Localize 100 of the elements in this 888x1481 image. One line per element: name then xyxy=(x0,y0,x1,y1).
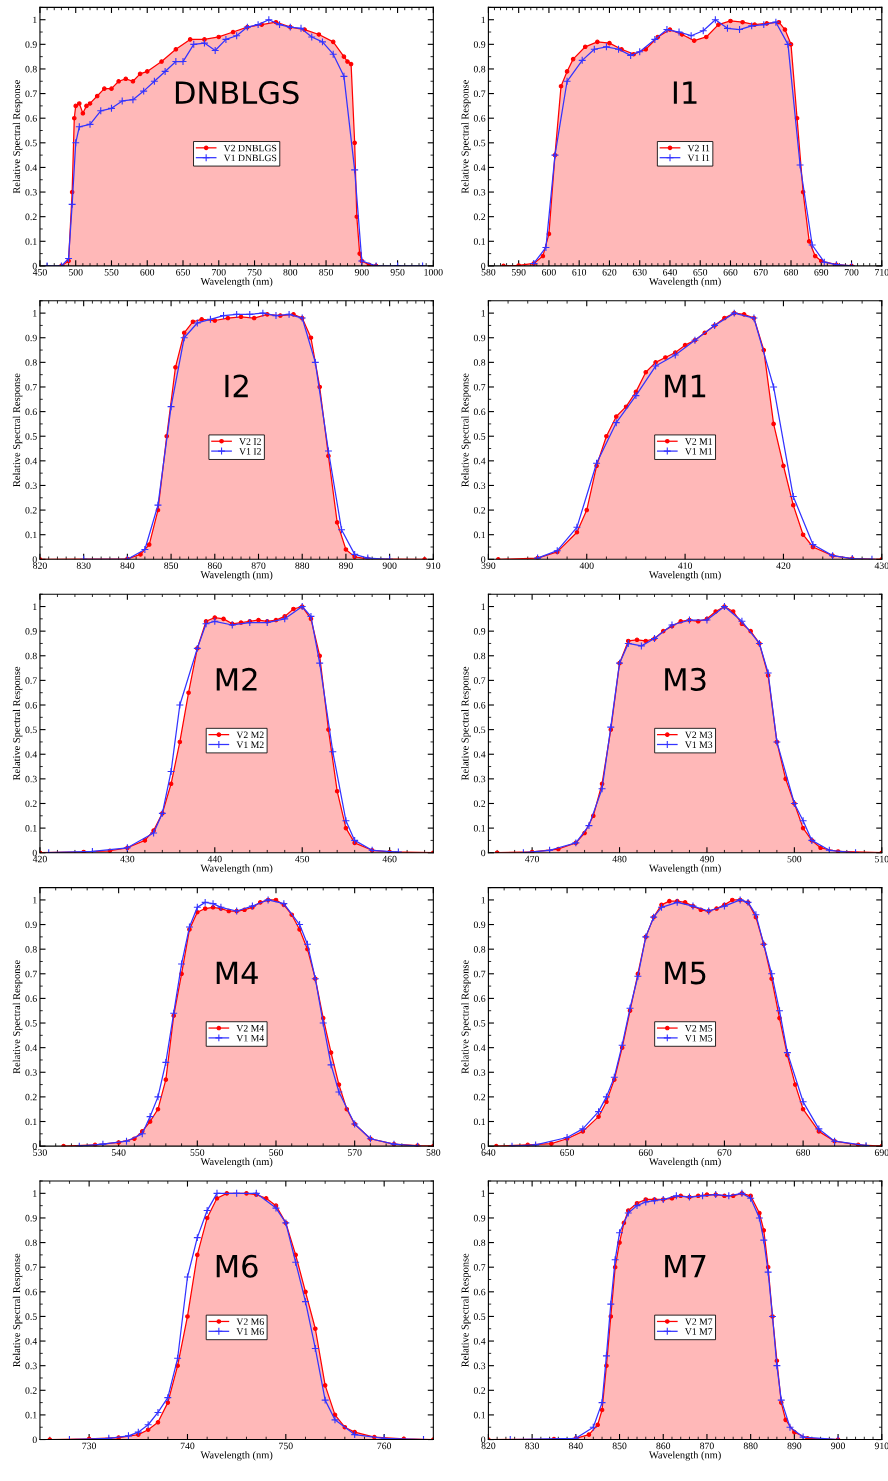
y-tick-label: 0.7 xyxy=(25,970,37,978)
legend-label: V2 M3 xyxy=(684,731,713,739)
y-axis-title: Relative Spectral Response xyxy=(12,666,23,781)
y-tick-label: 0.4 xyxy=(473,1337,486,1345)
legend-label: V2 M7 xyxy=(684,1318,713,1326)
y-tick-label: 0.2 xyxy=(473,1387,486,1394)
x-tick-label: 740 xyxy=(180,1442,195,1450)
y-tick-label: 0.5 xyxy=(25,1313,37,1320)
legend-label: V1 M3 xyxy=(684,741,713,749)
y-tick-label: 0.3 xyxy=(25,482,37,489)
x-tick-label: 760 xyxy=(377,1442,392,1450)
y-tick-label: 0.2 xyxy=(25,800,37,807)
x-tick-label: 860 xyxy=(656,1442,671,1450)
y-tick-label: 0.3 xyxy=(473,1362,486,1370)
y-tick-label: 0.4 xyxy=(473,164,486,171)
x-tick-label: 700 xyxy=(212,268,226,276)
x-tick-label: 460 xyxy=(382,855,397,863)
y-tick-label: 0.1 xyxy=(473,531,486,539)
y-tick-label: 0.6 xyxy=(25,115,37,122)
x-axis-title: Wavelength (nm) xyxy=(200,570,273,581)
x-tick-label: 550 xyxy=(104,268,119,276)
x-tick-label: 450 xyxy=(295,855,310,863)
y-tick-label: 0.5 xyxy=(25,726,37,734)
y-tick-label: 0.9 xyxy=(25,1214,37,1222)
x-tick-label: 700 xyxy=(844,268,859,276)
y-tick-label: 0.1 xyxy=(25,1411,37,1419)
x-tick-label: 600 xyxy=(542,268,556,276)
x-tick-label: 580 xyxy=(426,1149,441,1156)
x-tick-label: 900 xyxy=(354,268,369,276)
annotation: M2 xyxy=(216,667,257,691)
y-tick-label: 0.3 xyxy=(473,188,486,196)
x-tick-label: 690 xyxy=(874,1149,888,1156)
y-tick-label: 0.6 xyxy=(25,995,37,1002)
y-tick-label: 0.2 xyxy=(473,213,486,221)
x-tick-label: 820 xyxy=(481,1442,496,1450)
legend-label: V2 M6 xyxy=(236,1318,264,1326)
annotation: M3 xyxy=(665,667,706,691)
x-tick-label: 590 xyxy=(511,268,526,276)
y-tick-label: 0.4 xyxy=(25,751,38,758)
y-tick-label: 0.5 xyxy=(25,433,37,440)
y-tick-label: 0.3 xyxy=(25,1362,37,1370)
x-tick-label: 680 xyxy=(784,268,798,276)
x-tick-label: 540 xyxy=(111,1149,126,1156)
y-tick-label: 0.4 xyxy=(473,1044,486,1052)
y-tick-label: 0.6 xyxy=(473,115,486,122)
y-tick-label: 0.5 xyxy=(473,1019,486,1027)
y-tick-label: 0.8 xyxy=(473,1239,486,1247)
y-tick-label: 1 xyxy=(481,1190,486,1197)
x-tick-label: 660 xyxy=(638,1149,653,1156)
x-tick-label: 550 xyxy=(190,1149,205,1156)
y-tick-label: 0.9 xyxy=(473,1214,486,1222)
y-tick-label: 1 xyxy=(33,603,37,610)
y-tick-label: 0.3 xyxy=(25,775,37,783)
y-tick-label: 0.5 xyxy=(25,139,37,147)
x-tick-label: 820 xyxy=(33,562,47,569)
x-tick-label: 830 xyxy=(525,1442,540,1450)
y-tick-label: 0.1 xyxy=(25,238,37,245)
y-tick-label: 0.8 xyxy=(25,65,37,73)
x-tick-label: 750 xyxy=(279,1442,293,1450)
legend-label: V2 I1 xyxy=(687,144,710,152)
x-tick-label: 640 xyxy=(663,268,677,276)
x-tick-label: 600 xyxy=(140,268,155,276)
y-tick-label: 0 xyxy=(481,1143,486,1150)
y-tick-label: 1 xyxy=(481,896,486,904)
x-tick-label: 950 xyxy=(390,268,405,276)
x-tick-label: 850 xyxy=(164,562,179,569)
y-axis-title: Relative Spectral Response xyxy=(461,1253,471,1367)
x-tick-label: 890 xyxy=(787,1442,802,1450)
y-tick-label: 0.2 xyxy=(25,1387,37,1394)
x-tick-label: 450 xyxy=(32,268,47,276)
y-tick-label: 0.6 xyxy=(25,1288,37,1296)
x-axis-title: Wavelength (nm) xyxy=(648,277,721,287)
y-tick-label: 1 xyxy=(33,896,37,904)
x-tick-label: 750 xyxy=(247,268,262,276)
x-tick-label: 690 xyxy=(814,268,829,276)
y-tick-label: 0.6 xyxy=(473,408,486,416)
y-axis-title: Relative Spectral Response xyxy=(461,666,471,781)
y-tick-label: 0.8 xyxy=(473,359,486,366)
y-tick-label: 0.1 xyxy=(473,1411,486,1419)
x-axis-title: Wavelength (nm) xyxy=(648,1157,721,1168)
x-tick-label: 870 xyxy=(700,1442,714,1450)
legend-label: V2 M2 xyxy=(236,731,264,739)
y-tick-label: 0.9 xyxy=(25,334,37,342)
y-tick-label: 0.3 xyxy=(473,1069,486,1076)
y-tick-label: 0.2 xyxy=(25,506,37,514)
y-tick-label: 0.3 xyxy=(25,1069,37,1076)
y-tick-label: 1 xyxy=(481,16,486,24)
y-tick-label: 0.4 xyxy=(473,751,486,758)
y-tick-label: 0.1 xyxy=(473,1118,486,1126)
x-tick-label: 530 xyxy=(33,1149,47,1156)
y-tick-label: 0.6 xyxy=(25,701,37,709)
x-tick-label: 650 xyxy=(693,268,708,276)
y-tick-label: 0 xyxy=(32,556,37,563)
y-tick-label: 0.6 xyxy=(473,701,486,709)
x-tick-label: 620 xyxy=(602,268,617,276)
x-tick-label: 910 xyxy=(426,562,441,569)
y-tick-label: 0.8 xyxy=(25,652,37,660)
y-tick-label: 0.5 xyxy=(473,433,486,440)
y-tick-label: 0.7 xyxy=(473,383,486,391)
legend-label: V1 M5 xyxy=(684,1034,713,1042)
